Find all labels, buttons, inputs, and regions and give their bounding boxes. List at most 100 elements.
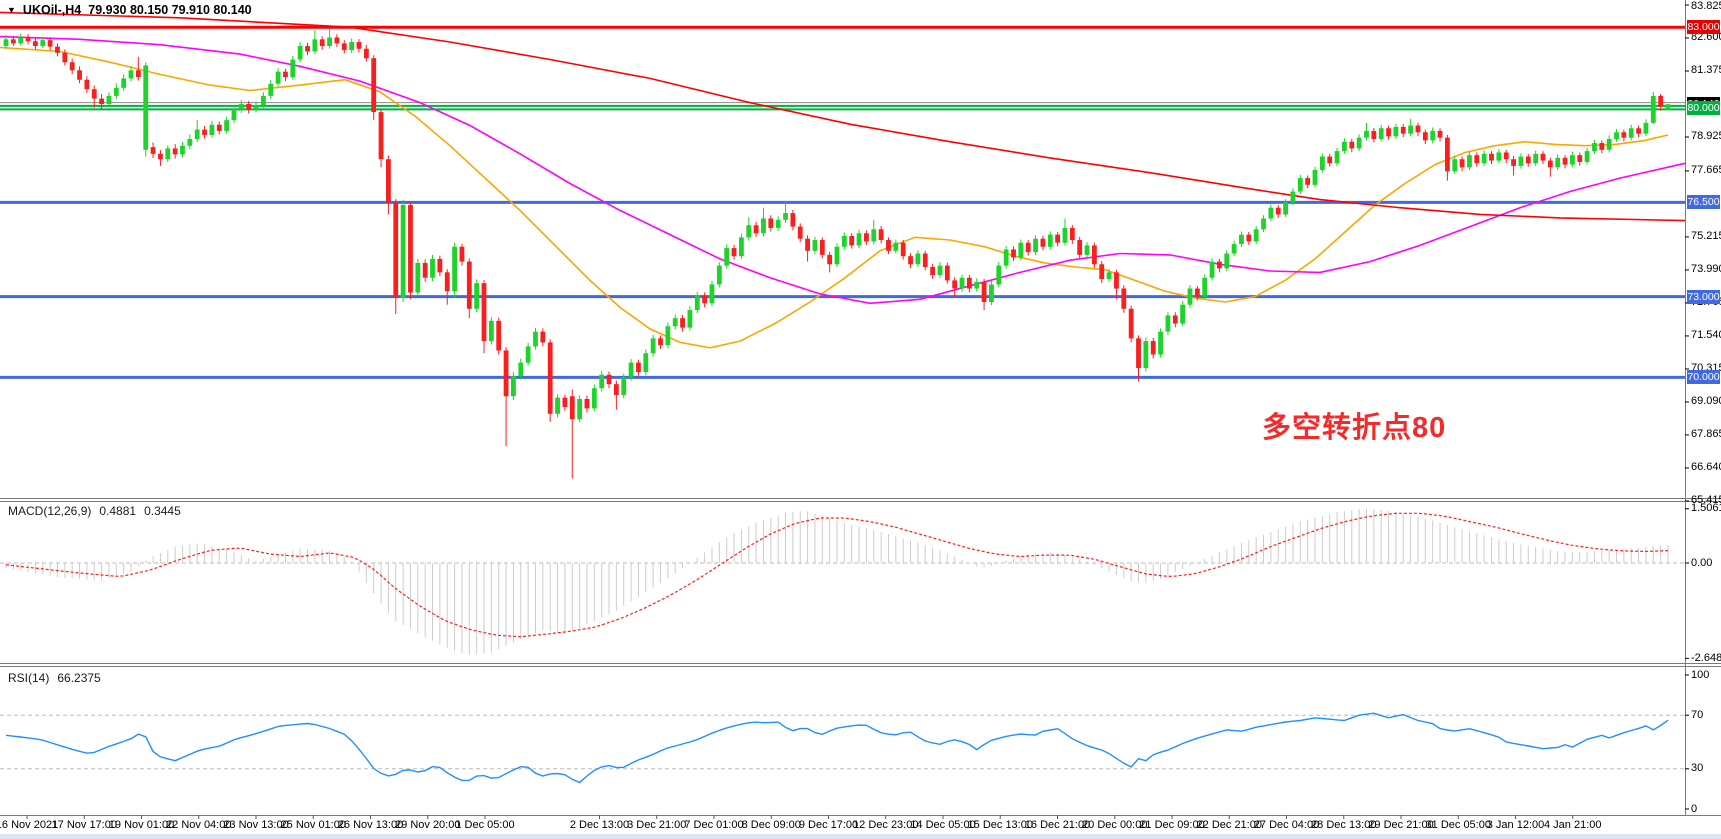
candle-body: [503, 350, 509, 397]
candle-body: [481, 283, 487, 342]
time-axis-label: 16 Nov 2021: [0, 819, 59, 831]
candle-body: [172, 148, 178, 155]
candle-body: [819, 240, 825, 255]
price-scale-label: 69.090: [1691, 395, 1721, 408]
candle-body: [856, 233, 862, 246]
candle-body: [1143, 341, 1149, 369]
candle-body: [1327, 156, 1333, 164]
candle-body: [356, 42, 362, 49]
candle-body: [1312, 169, 1318, 185]
candle-body: [1275, 207, 1281, 215]
candle-body: [584, 398, 590, 409]
candle-body: [386, 159, 391, 203]
symbol-period-label: UKOil-,H4: [22, 3, 82, 17]
candle-body: [305, 46, 310, 52]
candle-body: [577, 398, 583, 420]
candle-body: [290, 59, 296, 78]
price-scale-label: 75.215: [1691, 230, 1721, 243]
candle-body: [466, 261, 472, 309]
candle-body: [709, 284, 715, 304]
candle-body: [1114, 272, 1119, 289]
candle-body: [1577, 155, 1583, 162]
candle-body: [937, 265, 943, 276]
candle-body: [1062, 227, 1068, 243]
time-axis-label: 29 Dec 21:00: [1368, 819, 1434, 831]
candle-body: [1290, 191, 1296, 203]
candle-body: [672, 318, 678, 327]
candle-body: [650, 338, 656, 354]
candle-body: [165, 148, 171, 160]
candle-body: [533, 331, 538, 347]
candle-body: [25, 37, 31, 42]
candle-body: [40, 40, 46, 47]
candle-body: [363, 48, 369, 59]
candle-body: [378, 112, 384, 160]
candle-body: [283, 71, 288, 78]
price-badge-83.000: 83.000: [1687, 20, 1720, 35]
time-axis-label: 21 Dec 09:00: [1139, 819, 1205, 831]
candle-body: [952, 280, 958, 289]
candle-body: [224, 120, 230, 131]
time-axis-label: 12 Dec 23:00: [853, 819, 919, 831]
candle-body: [1408, 125, 1414, 134]
candle-body: [1525, 156, 1531, 164]
candle-body: [400, 205, 406, 298]
candle-body: [812, 240, 818, 251]
rsi-line: [5, 712, 1669, 784]
candle-body: [621, 377, 627, 395]
time-axis-label: 26 Nov 13:00: [337, 819, 404, 831]
candle-body: [1011, 249, 1016, 258]
chart-title: ▼ UKOil-,H4 79.930 80.150 79.910 80.140: [7, 3, 252, 17]
candle-body: [547, 342, 553, 414]
candle-body: [1518, 156, 1524, 166]
candle-body: [1084, 245, 1090, 255]
candle-body: [1599, 143, 1605, 150]
candle-body: [915, 253, 921, 265]
candle-body: [1305, 178, 1311, 185]
macd-main-value: 0.4881: [99, 504, 137, 518]
time-axis-label: 22 Dec 21:00: [1196, 819, 1262, 831]
candle-body: [790, 213, 796, 227]
candle-body: [1180, 304, 1186, 324]
price-scale-label: 78.925: [1691, 130, 1721, 143]
candle-body: [680, 318, 685, 328]
candle-body: [518, 362, 524, 377]
candle-body: [599, 374, 605, 389]
price-badge-70.000: 70.000: [1687, 370, 1720, 385]
candle-body: [1503, 152, 1509, 160]
rsi-scale-label: 0: [1691, 802, 1698, 815]
candle-body: [202, 129, 207, 135]
candle-body: [1496, 152, 1502, 161]
macd-indicator-label: MACD(12,26,9) 0.4881 0.3445: [8, 504, 181, 518]
candle-body: [878, 229, 884, 241]
macd-name: MACD(12,26,9): [8, 504, 92, 518]
price-scale-label: 65.415: [1691, 494, 1721, 507]
time-axis-label: 9 Dec 17:00: [798, 819, 859, 831]
candle-body: [731, 248, 737, 257]
title-ohlc-values: 79.930 80.150 79.910 80.140: [88, 3, 252, 17]
candle-body: [1033, 238, 1038, 253]
candle-body: [1393, 126, 1399, 137]
candle-body: [459, 246, 465, 262]
candle-body: [1489, 153, 1494, 161]
candle-body: [1202, 277, 1208, 297]
candle-body: [349, 42, 355, 51]
candle-body: [1386, 128, 1391, 137]
candle-body: [1459, 159, 1465, 168]
candle-body: [231, 109, 237, 121]
candle-body: [738, 237, 744, 257]
candle-body: [1621, 132, 1627, 138]
candle-body: [1217, 261, 1222, 269]
candle-body: [106, 95, 112, 104]
candle-body: [1452, 159, 1458, 172]
candle-body: [1253, 229, 1259, 242]
chart-dropdown-icon[interactable]: ▼: [7, 5, 16, 15]
candle-body: [628, 362, 634, 378]
rsi-scale-label: 100: [1691, 668, 1710, 681]
time-axis-label: 14 Dec 05:00: [910, 819, 976, 831]
candle-body: [716, 265, 722, 285]
candle-body: [1371, 130, 1377, 140]
candle-body: [775, 219, 781, 228]
candle-body: [312, 39, 318, 52]
